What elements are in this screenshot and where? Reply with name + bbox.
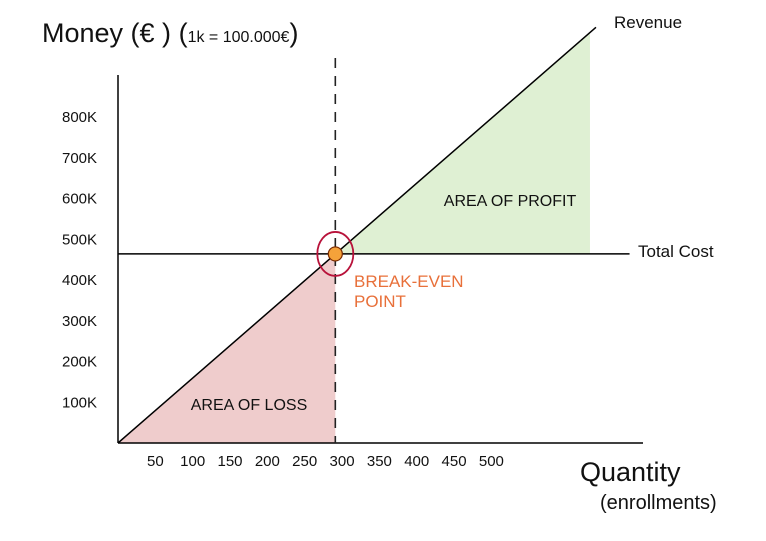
y-tick-label: 400K <box>62 272 97 289</box>
y-tick-label: 600K <box>62 191 97 208</box>
y-tick-label: 200K <box>62 354 97 371</box>
x-tick-label: 300 <box>330 453 355 470</box>
y-tick-label: 800K <box>62 109 97 126</box>
break-even-point <box>327 246 343 262</box>
x-tick-label: 150 <box>218 453 243 470</box>
x-tick-label: 100 <box>180 453 205 470</box>
revenue-line <box>117 26 597 444</box>
total-cost-label: Total Cost <box>638 242 714 261</box>
x-axis-note: (enrollments) <box>600 492 717 514</box>
y-axis-note: 1k = 100.000€ <box>187 29 290 46</box>
break-even-label-line2: POINT <box>354 292 406 311</box>
break-even-label-line1: BREAK-EVEN <box>354 272 464 291</box>
y-tick-label: 300K <box>62 313 97 330</box>
x-tick-label: 250 <box>292 453 317 470</box>
profit-region-label: AREA OF PROFIT <box>444 193 577 210</box>
x-axis-title: Quantity <box>580 457 681 487</box>
x-tick-label: 450 <box>442 453 467 470</box>
x-tick-label: 500 <box>479 453 504 470</box>
y-axis-label: Money (€ ) (1k = 100.000€) <box>42 18 298 49</box>
revenue-label: Revenue <box>614 13 682 32</box>
x-tick-label: 50 <box>147 453 164 470</box>
x-tick-label: 350 <box>367 453 392 470</box>
loss-region-label: AREA OF LOSS <box>191 397 307 414</box>
y-tick-label: 700K <box>62 150 97 167</box>
y-axis-title: Money (€ ) <box>42 18 172 48</box>
y-axis-note-wrap: (1k = 100.000€) <box>178 18 299 48</box>
y-tick-label: 500K <box>62 231 97 248</box>
x-tick-label: 200 <box>255 453 280 470</box>
break-even-ring <box>316 231 355 277</box>
y-tick-label: 100K <box>62 394 97 411</box>
x-tick-label: 400 <box>404 453 429 470</box>
